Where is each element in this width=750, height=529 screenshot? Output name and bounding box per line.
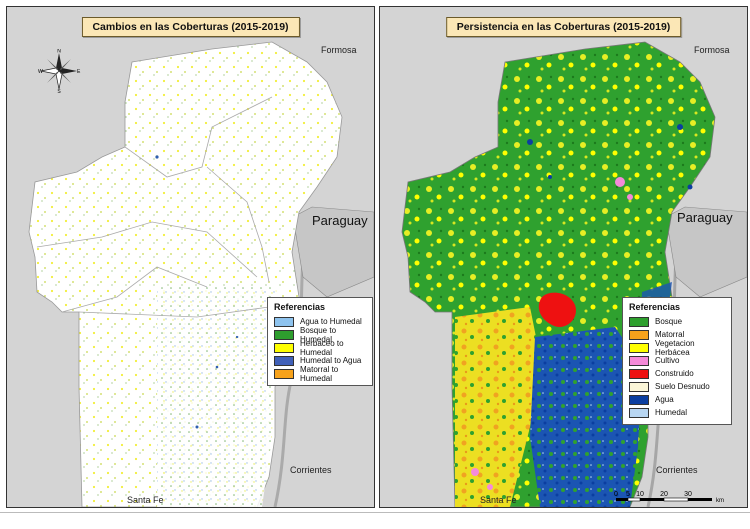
scale-unit: km — [716, 498, 724, 504]
matorral-herbacea-zone — [455, 307, 540, 507]
river-wetland-strip — [157, 287, 277, 507]
scale-tick: 30 — [684, 491, 692, 498]
construido-urban-area — [538, 292, 576, 327]
legend-item: Matorral — [629, 328, 725, 341]
legend-title: Referencias — [274, 302, 326, 312]
changes-map — [28, 41, 374, 507]
legend-title: Referencias — [629, 302, 681, 312]
persistence-map-title: Persistencia en las Coberturas (2015-201… — [445, 17, 682, 37]
scale-tick: 20 — [660, 491, 668, 498]
legend-item: Bosque — [629, 315, 725, 328]
legend-item: Agua — [629, 393, 725, 406]
legend-item: Humedal to Agua — [274, 354, 366, 367]
persistence-map — [401, 41, 747, 507]
legend-item: Matorral to Humedal — [274, 365, 366, 383]
legend-swatch — [274, 355, 294, 366]
paraguay-land — [665, 206, 747, 298]
compass-e: E — [77, 69, 81, 75]
legend-item: Humedal — [629, 406, 725, 419]
agua-zone — [530, 327, 642, 507]
legend-item: Bosque to Humedal — [274, 326, 366, 344]
place-corrientes: Corrientes — [290, 465, 332, 475]
department-boundaries — [36, 96, 273, 318]
compass-n: N — [57, 49, 61, 55]
place-paraguay: Paraguay — [677, 210, 733, 225]
legend-swatch — [629, 407, 649, 418]
paraguay-land — [292, 206, 374, 298]
changes-legend: Referencias Agua to Humedal Bosque to Hu… — [267, 297, 373, 386]
place-corrientes: Corrientes — [656, 465, 698, 475]
persistence-legend: Referencias Bosque Matorral Vegetacion H… — [622, 297, 732, 425]
legend-item: Cultivo — [629, 354, 725, 367]
compass-s: S — [57, 89, 61, 93]
cultivo-patches — [471, 177, 633, 490]
legend-item: Vegetacion Herbácea — [629, 339, 725, 357]
changes-map-title: Cambios en las Coberturas (2015-2019) — [81, 17, 300, 37]
legend-swatch — [274, 368, 294, 379]
legend-item: Agua to Humedal — [274, 315, 366, 328]
legend-swatch — [629, 381, 649, 392]
persistence-map-panel: Persistencia en las Coberturas (2015-201… — [379, 6, 748, 508]
legend-swatch — [629, 316, 649, 327]
place-santa-fe: Santa Fe — [480, 495, 517, 505]
place-santa-fe: Santa Fe — [127, 495, 164, 505]
scale-bar: 0 5 10 20 30 km — [614, 491, 724, 504]
humedal-to-agua-patches — [155, 155, 239, 429]
legend-swatch — [274, 329, 294, 340]
compass-w: W — [38, 69, 43, 75]
legend-item: Herbaceo to Humedal — [274, 339, 366, 357]
legend-item: Construido — [629, 367, 725, 380]
agua-specks — [527, 124, 693, 190]
changes-map-panel: Cambios en las Coberturas (2015-2019) N … — [6, 6, 375, 508]
compass-rose-icon: N S W E — [38, 49, 81, 93]
scale-tick: 5 — [626, 491, 630, 498]
place-formosa: Formosa — [694, 45, 730, 55]
legend-swatch — [629, 355, 649, 366]
legend-swatch — [274, 316, 294, 327]
legend-swatch — [629, 342, 649, 353]
scale-tick: 10 — [636, 491, 644, 498]
place-formosa: Formosa — [321, 45, 357, 55]
bottom-divider — [0, 512, 750, 513]
legend-item: Suelo Desnudo — [629, 380, 725, 393]
legend-swatch — [629, 329, 649, 340]
legend-swatch — [629, 368, 649, 379]
legend-swatch — [629, 394, 649, 405]
place-paraguay: Paraguay — [312, 213, 368, 228]
legend-swatch — [274, 342, 294, 353]
scale-tick: 0 — [614, 491, 618, 498]
